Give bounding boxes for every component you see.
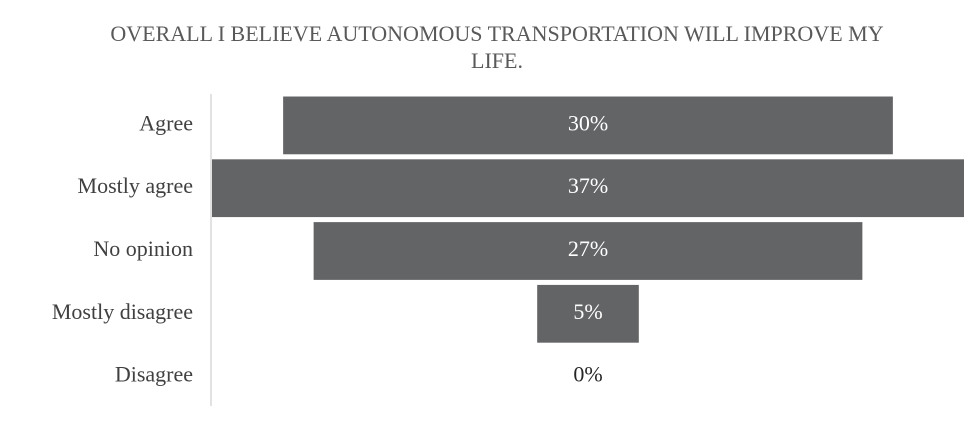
- data-label: 27%: [568, 236, 608, 261]
- bar: [212, 159, 964, 218]
- category-label: Mostly agree: [78, 173, 193, 198]
- bar: [313, 222, 863, 280]
- data-label: 5%: [573, 299, 602, 324]
- category-label: Mostly disagree: [52, 299, 193, 324]
- category-label: Agree: [139, 110, 193, 135]
- data-label: 0%: [573, 362, 602, 387]
- chart-title: OVERALL I BELIEVE AUTONOMOUS TRANSPORTAT…: [110, 21, 884, 73]
- bar: [537, 284, 639, 343]
- data-label: 37%: [568, 173, 608, 198]
- bar: [283, 96, 893, 155]
- category-label: Disagree: [115, 362, 193, 387]
- data-label: 30%: [568, 110, 608, 135]
- category-label: No opinion: [93, 236, 193, 261]
